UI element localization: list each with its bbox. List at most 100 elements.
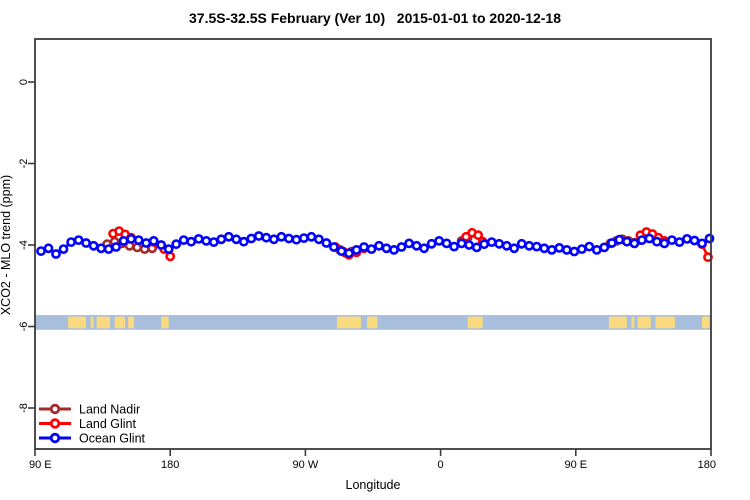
data-point-ocean-glint: [133, 235, 144, 245]
y-axis-label: XCO2 - MLO trend (ppm): [0, 174, 13, 316]
y-tick-label: -6: [18, 322, 30, 332]
data-point-ocean-glint: [449, 241, 459, 252]
data-point-ocean-glint: [554, 242, 565, 253]
land-patch: [631, 316, 635, 329]
data-point-ocean-glint: [599, 242, 610, 253]
data-point-ocean-glint: [231, 234, 242, 245]
data-point-ocean-glint: [148, 235, 159, 246]
data-point-ocean-glint: [58, 244, 69, 254]
x-tick-label: 180: [161, 459, 179, 471]
axes-frame: [34, 38, 712, 450]
data-point-ocean-glint: [208, 237, 219, 247]
land-patch: [637, 316, 651, 329]
data-point-ocean-glint: [404, 238, 414, 249]
legend-label: Ocean Glint: [79, 432, 146, 446]
data-point-ocean-glint: [351, 244, 362, 255]
data-point-ocean-glint: [366, 244, 377, 254]
data-point-ocean-glint: [246, 233, 257, 244]
data-point-ocean-glint: [141, 238, 152, 248]
data-point-ocean-glint: [629, 238, 640, 249]
land-patch: [701, 316, 710, 329]
data-point-ocean-glint: [66, 237, 76, 247]
data-point-ocean-glint: [344, 248, 354, 259]
x-axis-label: Longitude: [345, 478, 401, 492]
legend-marker: [49, 418, 61, 429]
data-point-ocean-glint: [516, 238, 527, 249]
data-point-ocean-glint: [682, 233, 692, 244]
data-point-ocean-glint: [667, 235, 677, 245]
land-patch: [608, 316, 627, 329]
x-tick-label: 0: [438, 459, 444, 471]
plot-frame: [34, 38, 712, 450]
legend-label: Land Glint: [79, 417, 137, 431]
data-point-land-glint: [473, 230, 484, 241]
data-point-ocean-glint: [298, 233, 309, 243]
data-point-ocean-glint: [216, 234, 227, 245]
map-strip: [35, 315, 711, 330]
data-point-ocean-glint: [546, 244, 557, 255]
data-point-ocean-glint: [328, 242, 339, 252]
data-point-ocean-glint: [501, 240, 512, 251]
y-tick-label: -4: [18, 240, 30, 250]
data-point-ocean-glint: [103, 244, 114, 254]
data-point-ocean-glint: [576, 244, 587, 254]
land-patch: [114, 316, 126, 329]
data-point-ocean-glint: [73, 235, 84, 245]
data-point-ocean-glint: [178, 235, 189, 245]
data-point-ocean-glint: [441, 238, 452, 249]
land-patch: [655, 316, 675, 329]
land-patch: [68, 316, 87, 329]
data-point-ocean-glint: [163, 244, 174, 254]
y-tick-label: 0: [18, 79, 30, 85]
land-patch: [336, 316, 361, 329]
data-point-ocean-glint: [622, 236, 632, 247]
data-point-ocean-glint: [486, 237, 497, 247]
x-tick-label: 180: [698, 459, 716, 471]
legend-label: Land Nadir: [79, 403, 140, 417]
data-point-ocean-glint: [389, 244, 399, 255]
data-point-ocean-glint: [531, 241, 542, 252]
data-point-ocean-glint: [111, 242, 121, 252]
data-point-ocean-glint: [591, 244, 602, 255]
legend-marker: [49, 432, 61, 444]
data-point-ocean-glint: [704, 233, 715, 244]
data-point-ocean-glint: [43, 243, 54, 254]
data-point-ocean-glint: [539, 243, 550, 254]
data-point-ocean-glint: [313, 234, 324, 245]
data-point-ocean-glint: [374, 240, 384, 251]
x-tick-label: 90 W: [293, 459, 319, 471]
data-point-ocean-glint: [268, 234, 279, 245]
x-tick-label: 90 E: [564, 459, 587, 471]
data-point-ocean-glint: [253, 231, 264, 241]
land-patch: [96, 316, 111, 329]
data-point-ocean-glint: [644, 233, 655, 244]
data-point-ocean-glint: [126, 233, 137, 244]
data-point-ocean-glint: [186, 236, 197, 247]
data-point-ocean-glint: [336, 246, 347, 256]
data-point-ocean-glint: [381, 243, 392, 254]
legend-marker: [49, 403, 61, 415]
data-point-ocean-glint: [697, 238, 707, 249]
data-point-ocean-glint: [223, 231, 234, 242]
data-point-ocean-glint: [36, 246, 46, 256]
x-tick-label: 90 E: [29, 459, 52, 471]
data-point-ocean-glint: [261, 232, 272, 243]
data-point-ocean-glint: [283, 233, 294, 244]
data-series-layer: [36, 226, 715, 263]
data-point-ocean-glint: [637, 235, 647, 245]
land-patch: [128, 316, 135, 329]
data-point-ocean-glint: [426, 238, 437, 249]
land-patch: [467, 316, 483, 329]
data-point-ocean-glint: [419, 243, 429, 254]
data-point-ocean-glint: [434, 235, 444, 246]
data-point-ocean-glint: [276, 231, 287, 242]
data-point-ocean-glint: [607, 238, 617, 248]
data-point-ocean-glint: [659, 238, 670, 249]
data-point-ocean-glint: [456, 238, 467, 249]
data-point-ocean-glint: [411, 240, 422, 251]
data-point-ocean-glint: [51, 249, 61, 259]
data-point-ocean-glint: [471, 242, 482, 253]
